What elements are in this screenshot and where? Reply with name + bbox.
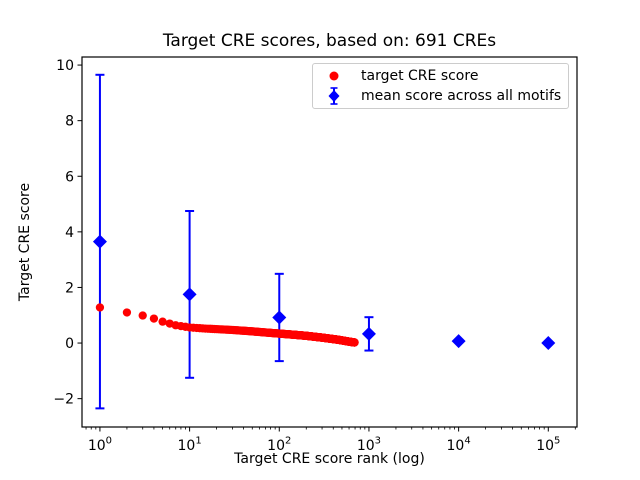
mean-score-diamond <box>182 287 197 302</box>
mean-score-diamond <box>451 334 466 349</box>
x-tick-label: 102 <box>267 436 291 455</box>
legend-item-target-score: target CRE score <box>313 66 568 86</box>
red-circle-icon <box>329 71 339 81</box>
blue-diamond-errorbar-icon <box>328 87 340 105</box>
chart-title: Target CRE scores, based on: 691 CREs <box>162 31 497 51</box>
x-axis-label: Target CRE score rank (log) <box>234 451 425 467</box>
y-tick-label: 10 <box>56 58 74 74</box>
y-tick-label: 4 <box>65 225 74 241</box>
legend-label: mean score across all motifs <box>361 88 562 104</box>
target-score-point <box>122 308 132 317</box>
target-score-point <box>158 317 167 326</box>
x-tick-label: 100 <box>88 436 112 455</box>
target-score-point <box>350 338 359 347</box>
y-tick-label: −2 <box>53 392 74 408</box>
y-tick-label: 6 <box>65 169 74 185</box>
legend: target CRE score mean score across all m… <box>312 63 569 109</box>
mean-score-diamond <box>361 326 376 341</box>
y-tick-label: 8 <box>65 114 74 130</box>
target-score-point <box>138 311 147 320</box>
x-tick-label: 101 <box>178 436 202 455</box>
y-axis-label: Target CRE score <box>17 182 33 302</box>
y-tick-label: 2 <box>65 280 74 296</box>
x-tick-label: 105 <box>536 436 560 455</box>
axes-frame <box>81 56 578 428</box>
mean-score-diamond <box>272 310 287 325</box>
x-tick-label: 104 <box>447 436 471 455</box>
mean-score-diamond <box>92 234 107 249</box>
mean-score-diamond <box>541 336 556 351</box>
legend-item-mean-score: mean score across all motifs <box>313 86 568 106</box>
target-score-point <box>95 303 105 312</box>
target-score-point <box>149 314 159 323</box>
y-tick-label: 0 <box>65 336 74 352</box>
x-tick-label: 103 <box>357 436 381 455</box>
legend-label: target CRE score <box>361 68 479 84</box>
